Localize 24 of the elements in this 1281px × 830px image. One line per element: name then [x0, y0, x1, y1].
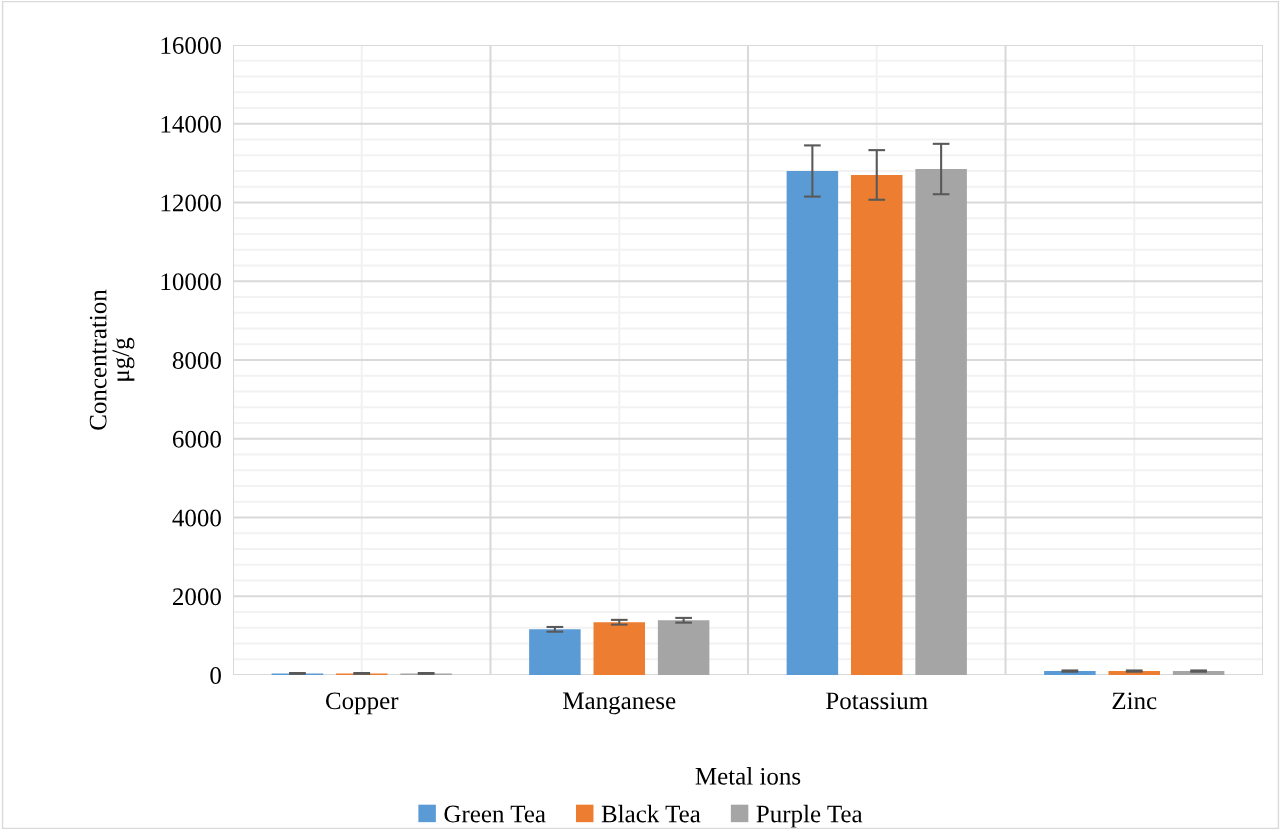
y-tick-label: 8000 — [172, 352, 221, 369]
x-tick-label: Potassium — [826, 692, 928, 710]
bar — [851, 174, 903, 675]
legend-label: Green Tea — [444, 805, 546, 823]
x-tick-label: Copper — [325, 692, 399, 715]
x-axis-title: Metal ions — [695, 767, 801, 785]
y-tick-label: 4000 — [172, 509, 221, 527]
y-axis-title: Concentration μg/g — [89, 289, 135, 430]
legend-label: Purple Tea — [756, 804, 863, 828]
y-tick-label: 12000 — [161, 194, 221, 212]
bar — [657, 620, 710, 675]
y-tick-label: 6000 — [172, 430, 221, 448]
legend-label: Black Tea — [601, 804, 701, 823]
x-tick-label: Zinc — [1112, 692, 1157, 710]
x-tick-label: Manganese — [563, 692, 676, 715]
bar — [915, 169, 967, 675]
bar — [786, 171, 839, 675]
y-tick-label: 14000 — [161, 115, 221, 133]
y-tick-label: 10000 — [161, 273, 221, 291]
y-tick-label: 2000 — [172, 588, 221, 606]
bar — [529, 629, 581, 675]
y-tick-label: 16000 — [161, 37, 221, 54]
bar — [593, 622, 645, 675]
y-tick-label: 0 — [210, 667, 221, 684]
